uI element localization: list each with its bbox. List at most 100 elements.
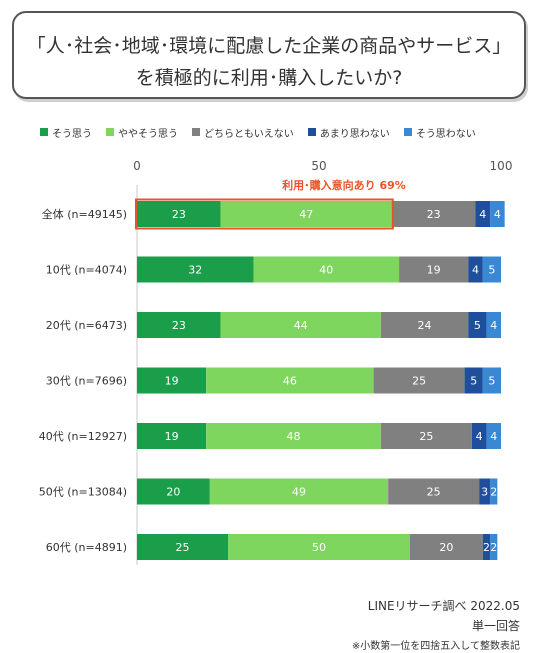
legend-item-somewhat-disagree: あまり思わない <box>307 124 390 140</box>
legend-item-somewhat-agree: ややそう思う <box>106 124 178 140</box>
bar-segment <box>253 256 400 283</box>
data-label: 20 <box>166 486 180 499</box>
legend-swatch-somewhat-agree <box>106 128 114 136</box>
data-label: 20 <box>439 541 453 554</box>
data-label: 4 <box>490 430 497 443</box>
bar-segment <box>490 534 498 560</box>
data-label: 32 <box>188 264 202 277</box>
legend-label-neutral: どちらともいえない <box>204 128 294 140</box>
data-label: 2 <box>483 541 490 554</box>
bar-segment <box>220 201 392 227</box>
data-label: 19 <box>165 375 179 388</box>
legend-item-agree: そう思う <box>40 124 92 140</box>
legend-swatch-disagree <box>403 128 412 136</box>
bar-segment <box>380 312 469 338</box>
source-credit: LINEリサーチ調べ 2022.05 <box>367 599 520 613</box>
data-label: 25 <box>176 541 190 554</box>
rounding-note: ※小数第一位を四捨五入して整数表記 <box>351 641 520 652</box>
data-label: 48 <box>287 430 301 443</box>
bar-segment <box>228 534 410 560</box>
highlight-box <box>135 198 394 230</box>
data-label: 4 <box>476 430 483 443</box>
legend-item-neutral: どちらともいえない <box>192 124 294 140</box>
x-tick-label: 50 <box>311 159 326 173</box>
data-label: 23 <box>172 319 186 332</box>
bar-segment <box>137 201 221 227</box>
legend-label-somewhat-agree: ややそう思う <box>118 128 178 140</box>
bar-segment <box>373 367 465 394</box>
bar-segment <box>206 423 381 449</box>
data-label: 5 <box>474 319 481 332</box>
chart-title-line-2: を積極的に利用･購入したいか? <box>135 67 403 89</box>
data-label: 50 <box>312 541 326 554</box>
bar-segment <box>482 256 501 283</box>
category-label: 50代 (n=13084) <box>39 486 127 499</box>
bar-segment <box>482 534 491 560</box>
category-label: 30代 (n=7696) <box>46 375 127 388</box>
bar-segment <box>137 423 207 449</box>
data-label: 44 <box>294 319 308 332</box>
bar-segment <box>137 256 254 283</box>
bar-segment <box>482 367 501 394</box>
bar-segment <box>486 312 501 338</box>
chart-title-line-1: 「人･社会･地域･環境に配慮した企業の商品やサービス」 <box>26 35 512 57</box>
data-label: 5 <box>470 375 477 388</box>
category-label: 全体 (n=49145) <box>42 207 127 221</box>
bar-segment <box>471 423 487 449</box>
x-tick-label: 0 <box>133 159 141 173</box>
highlight-annotation: 利用･購入意向あり 69% <box>282 178 406 192</box>
legend-label-agree: そう思う <box>52 128 92 140</box>
data-label: 4 <box>490 319 497 332</box>
data-label: 23 <box>172 208 186 221</box>
data-label: 19 <box>427 264 441 277</box>
bar-segment <box>220 312 381 338</box>
bar-segment <box>206 367 374 394</box>
legend-item-disagree: そう思わない <box>403 124 476 140</box>
bar-segment <box>388 478 480 505</box>
data-label: 24 <box>418 319 432 332</box>
bar-segment <box>209 478 389 505</box>
category-label: 60代 (n=4891) <box>46 541 127 554</box>
legend-label-somewhat-disagree: あまり思わない <box>319 128 390 140</box>
bar-segment <box>137 367 207 394</box>
bar-segment <box>468 312 487 338</box>
legend-swatch-agree <box>40 128 48 136</box>
bar-segment <box>468 256 483 283</box>
bar-segment <box>391 201 476 227</box>
bar-segment <box>137 478 210 505</box>
category-label: 20代 (n=6473) <box>46 319 127 332</box>
bar-segment <box>137 312 221 338</box>
data-label: 25 <box>412 375 426 388</box>
data-label: 2 <box>490 486 497 499</box>
legend-swatch-somewhat-disagree <box>307 128 316 136</box>
bar-segment <box>490 201 505 227</box>
bar-segment <box>464 367 483 394</box>
data-label: 49 <box>292 486 306 499</box>
bar-segment <box>486 423 501 449</box>
bar-segment <box>410 534 483 560</box>
legend: そう思う ややそう思う どちらともいえない あまり思わない そう思わない <box>40 124 530 140</box>
data-label: 4 <box>494 208 501 221</box>
answer-type: 単一回答 <box>471 619 520 633</box>
bar-segment <box>137 534 228 560</box>
data-label: 5 <box>488 264 495 277</box>
title-box: 「人･社会･地域･環境に配慮した企業の商品やサービス」 を積極的に利用･購入した… <box>12 11 526 99</box>
bar-segment <box>380 423 472 449</box>
data-label: 5 <box>488 375 495 388</box>
data-label: 23 <box>427 208 441 221</box>
bar-segment <box>479 478 491 505</box>
data-label: 4 <box>472 264 479 277</box>
data-label: 4 <box>479 208 486 221</box>
legend-label-disagree: そう思わない <box>415 128 476 140</box>
data-label: 25 <box>419 430 433 443</box>
category-label: 40代 (n=12927) <box>39 430 127 443</box>
data-label: 25 <box>427 486 441 499</box>
data-label: 47 <box>299 208 313 221</box>
data-label: 19 <box>165 430 179 443</box>
data-label: 2 <box>490 541 497 554</box>
data-label: 3 <box>481 486 488 499</box>
legend-swatch-neutral <box>192 128 200 136</box>
data-label: 40 <box>319 264 333 277</box>
bar-segment <box>399 256 469 283</box>
